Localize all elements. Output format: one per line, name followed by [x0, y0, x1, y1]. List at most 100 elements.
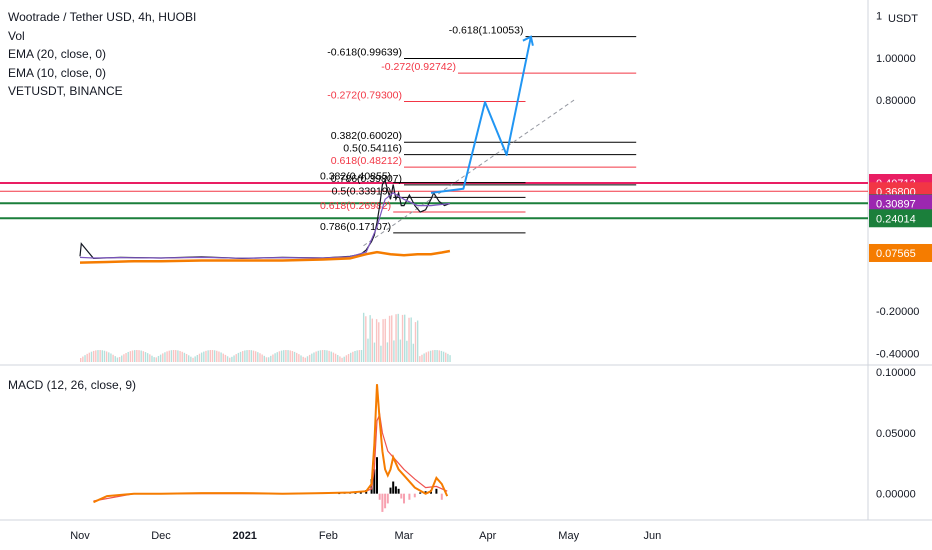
fib-level-label: 0.5(0.33919)	[332, 185, 392, 197]
series-line	[79, 192, 450, 259]
macd-histogram-bar	[381, 493, 384, 512]
volume-bar	[267, 357, 270, 362]
volume-bar	[369, 315, 371, 362]
volume-bar	[406, 340, 408, 362]
volume-bar	[183, 352, 186, 362]
macd-histogram-bar	[386, 493, 389, 504]
volume-bar	[170, 350, 173, 362]
volume-bar	[317, 350, 319, 362]
volume-bar	[99, 350, 101, 362]
volume-bar	[347, 353, 350, 362]
month-label: Jun	[644, 530, 662, 542]
volume-bar	[419, 356, 421, 362]
volume-bar	[177, 350, 179, 362]
fib-level-label: 0.5(0.54116)	[343, 143, 402, 155]
time-axis[interactable]: Nov Dec 2021 Feb Mar Apr May Jun	[70, 530, 661, 542]
volume-bar	[429, 350, 432, 362]
volume-bar	[293, 351, 296, 362]
volume-bar	[248, 350, 250, 362]
volume-bar	[190, 356, 192, 362]
volume-bar	[423, 353, 425, 362]
volume-bar	[157, 355, 160, 362]
volume-bar	[311, 353, 313, 362]
month-label: Feb	[319, 530, 338, 542]
price-badge-label: 0.30897	[876, 199, 916, 211]
volume-bar	[265, 357, 268, 362]
volume-bar	[274, 353, 276, 362]
volume-bar	[354, 350, 356, 362]
volume-bar	[272, 354, 274, 362]
macd-pane	[93, 384, 449, 512]
macd-legend[interactable]: MACD (12, 26, close, 9)	[8, 378, 137, 392]
macd-histogram-bar	[408, 493, 411, 500]
volume-bar	[313, 352, 315, 362]
month-label: Apr	[479, 530, 496, 542]
volume-bar	[242, 351, 244, 362]
legend-ema10[interactable]: EMA (10, close, 0)	[8, 65, 107, 80]
macd-histogram-bar	[392, 481, 395, 494]
volume-bar	[337, 355, 339, 362]
volume-bar	[142, 351, 145, 362]
macd-line	[93, 384, 449, 504]
macd-histogram-bar	[394, 486, 397, 494]
price-badge	[869, 209, 932, 228]
volume-bar	[86, 353, 88, 362]
volume-bar	[416, 320, 419, 362]
volume-bar	[220, 352, 222, 362]
macd-histogram-bar	[424, 491, 427, 494]
macd-histogram-bar	[419, 492, 422, 494]
volume-bar	[332, 352, 335, 362]
legend-compare[interactable]: VETUSDT, BINANCE	[8, 84, 123, 98]
volume-bar	[239, 351, 242, 362]
volume-bar	[175, 350, 177, 362]
volume-bar	[144, 352, 147, 362]
volume-bar	[92, 350, 95, 362]
volume-bar	[334, 353, 337, 362]
series-line	[79, 249, 451, 264]
legend-title[interactable]: Wootrade / Tether USD, 4h, HUOBI	[8, 10, 197, 24]
volume-bar	[278, 351, 281, 362]
volume-bar	[401, 314, 404, 362]
month-label: Dec	[151, 530, 171, 542]
price-tick-label: 1.00000	[876, 53, 916, 65]
volume-bar	[380, 345, 382, 362]
volume-bar	[425, 352, 427, 362]
volume-bar	[445, 352, 447, 362]
macd-tick-label: 0.05000	[876, 428, 916, 440]
volume-bar	[125, 353, 127, 362]
volume-bar	[287, 350, 289, 362]
volume-bar	[114, 356, 116, 362]
volume-bar	[384, 318, 386, 362]
volume-bar	[343, 356, 345, 362]
volume-bar	[289, 350, 291, 362]
volume-bar	[168, 350, 170, 362]
price-axis[interactable]: USDT 1 1.00000 0.80000 -0.20000 -0.40000 0.100…	[876, 11, 919, 501]
volume-bar	[308, 354, 311, 362]
volume-bar	[252, 350, 255, 362]
volume-bar	[259, 353, 261, 362]
volume-bar	[211, 350, 214, 362]
volume-bar	[257, 352, 259, 362]
volume-bar	[280, 350, 283, 362]
fib-level-label: 0.786(0.39807)	[331, 173, 402, 185]
volume-bar	[378, 322, 380, 362]
fib-level-label: -0.618(1.10053)	[449, 25, 524, 37]
volume-bar	[395, 314, 397, 362]
volume-bar	[194, 356, 196, 362]
volume-bar	[172, 350, 175, 362]
volume-bar	[162, 353, 164, 362]
macd-histogram-bar	[389, 487, 392, 494]
volume-bar	[84, 355, 86, 362]
volume-bar	[283, 350, 285, 362]
chart-legend: Wootrade / Tether USD, 4h, HUOBI Vol EMA…	[8, 8, 196, 101]
grid-layer	[0, 0, 932, 521]
legend-ema20[interactable]: EMA (20, close, 0)	[8, 47, 107, 61]
volume-bar	[213, 350, 216, 362]
volume-bar	[95, 350, 97, 362]
legend-vol[interactable]: Vol	[8, 28, 25, 43]
volume-bar	[205, 350, 207, 362]
volume-bar	[442, 351, 445, 362]
volume-bar	[166, 351, 168, 362]
volume-bar	[414, 322, 417, 362]
